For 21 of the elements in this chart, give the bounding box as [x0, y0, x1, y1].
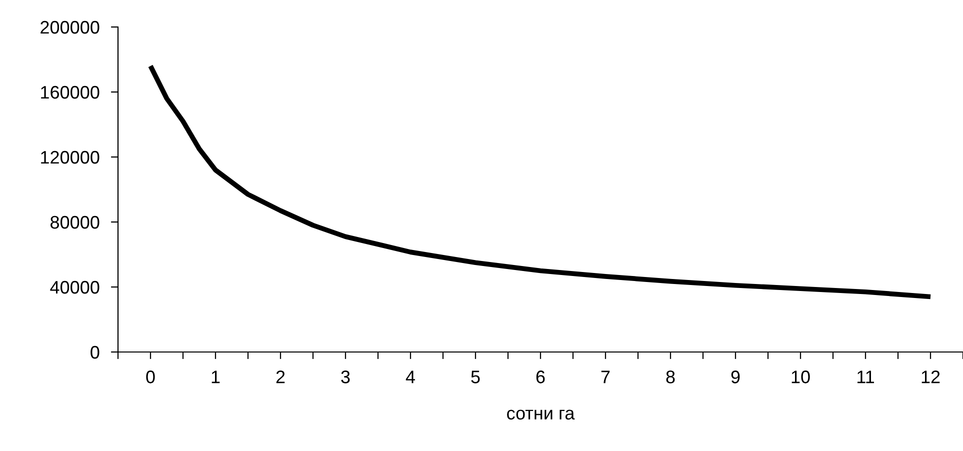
y-tick-label: 200000 [40, 20, 100, 34]
x-tick-label: 12 [922, 370, 940, 384]
y-tick-label: 40000 [50, 280, 100, 294]
y-tick-label: 160000 [41, 86, 100, 99]
x-tick-label: 2 [276, 370, 285, 384]
x-tick-label: 8 [666, 370, 675, 384]
x-axis-title: сотни га [507, 410, 575, 420]
x-tick-label: 4 [406, 370, 415, 384]
x-tick-label: 3 [341, 370, 350, 384]
y-tick-label: 0 [90, 346, 100, 359]
x-tick-label: 6 [536, 370, 545, 384]
y-tick-label: 80000 [50, 216, 100, 229]
x-tick-label: 11 [858, 370, 874, 384]
x-tick-label: 7 [601, 370, 610, 384]
y-tick-label: 120000 [41, 150, 100, 164]
x-tick-label: 9 [731, 370, 740, 384]
x-tick-label: 0 [146, 370, 155, 384]
x-tick-label: 1 [212, 370, 220, 384]
line-series [148, 64, 933, 300]
x-tick-label: 5 [471, 370, 480, 384]
x-tick-label: 10 [792, 370, 810, 384]
